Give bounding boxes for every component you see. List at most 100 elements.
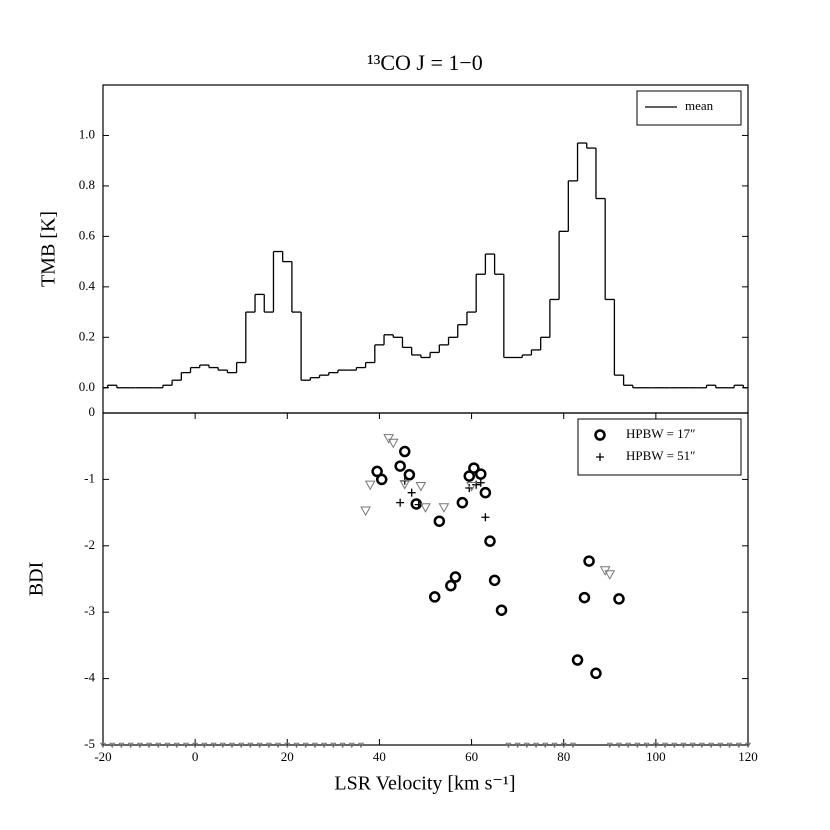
point: [403, 469, 416, 481]
y-tick-label: -2: [84, 537, 95, 552]
point: [293, 742, 300, 749]
point: [371, 465, 383, 478]
point: [735, 742, 742, 749]
point: [433, 515, 446, 527]
point: [127, 742, 134, 749]
point: [99, 742, 107, 749]
point: [569, 742, 576, 749]
point: [465, 484, 474, 493]
point: [708, 742, 715, 749]
y-tick-label: 0.4: [79, 278, 96, 293]
point: [481, 513, 490, 522]
y-tick-label: 0: [89, 404, 96, 419]
point: [463, 470, 476, 482]
point: [449, 571, 462, 583]
point: [643, 742, 650, 749]
point: [717, 742, 724, 749]
point: [339, 742, 346, 749]
point: [256, 742, 263, 749]
point: [484, 535, 496, 547]
point: [210, 742, 217, 749]
point: [182, 742, 189, 749]
x-tick-label: 20: [281, 749, 294, 764]
y-tick-label: -4: [84, 670, 95, 685]
point: [456, 496, 469, 509]
legend-box: [577, 418, 742, 476]
legend-label: mean: [685, 98, 714, 113]
legend-box: [636, 90, 742, 126]
y-axis-label: BDI: [26, 562, 48, 596]
point: [533, 742, 540, 749]
point: [698, 742, 705, 749]
plot-frame: [102, 84, 749, 414]
point: [479, 486, 492, 499]
point: [118, 742, 125, 749]
y-tick-label: -3: [84, 603, 95, 618]
y-tick-label: -1: [84, 470, 95, 485]
legend-swatch: [596, 453, 604, 461]
point: [330, 742, 337, 749]
point: [173, 742, 180, 749]
point: [560, 742, 567, 749]
y-tick-label: 1.0: [79, 126, 95, 141]
point: [375, 473, 388, 486]
point: [652, 742, 659, 749]
legend-swatch: [594, 429, 606, 441]
legend-label: HPBW = 17″: [626, 426, 696, 441]
point: [201, 742, 208, 749]
point: [383, 434, 394, 444]
point: [247, 742, 254, 749]
point: [476, 478, 485, 487]
point: [578, 591, 591, 604]
point: [571, 654, 584, 666]
point: [407, 488, 416, 497]
point: [265, 742, 272, 749]
point: [146, 742, 153, 749]
point: [155, 742, 162, 749]
point: [238, 742, 245, 749]
point: [399, 445, 411, 458]
point: [164, 742, 171, 749]
y-tick-label: 0.0: [79, 379, 95, 394]
point: [438, 503, 450, 513]
point: [466, 481, 477, 492]
x-tick-label: 120: [738, 749, 758, 764]
point: [542, 742, 549, 749]
legend-label: HPBW = 51″: [626, 448, 696, 463]
y-axis-label: TMB [K]: [38, 211, 60, 287]
point: [284, 742, 291, 749]
point: [495, 604, 508, 616]
chart-title: ¹³CO J = 1−0: [367, 50, 483, 75]
y-tick-label: 0.8: [79, 177, 95, 192]
point: [468, 462, 480, 474]
point: [357, 742, 365, 749]
point: [219, 742, 226, 749]
point: [514, 742, 521, 749]
point: [505, 742, 512, 749]
point: [192, 742, 199, 749]
point: [428, 591, 441, 603]
point: [420, 503, 431, 513]
point: [302, 742, 309, 749]
point: [671, 742, 678, 749]
point: [109, 742, 116, 749]
point: [523, 742, 530, 749]
point: [625, 742, 632, 749]
point: [275, 742, 282, 749]
point: [662, 742, 669, 749]
point: [387, 438, 399, 449]
point: [445, 579, 457, 592]
point: [615, 742, 623, 749]
point: [410, 498, 423, 510]
point: [311, 742, 318, 749]
point: [475, 468, 487, 480]
x-tick-label: 0: [192, 749, 199, 764]
x-tick-label: -20: [94, 749, 111, 764]
y-tick-label: -5: [84, 736, 95, 751]
point: [394, 460, 406, 472]
point: [604, 570, 616, 580]
point: [360, 506, 371, 517]
point: [136, 742, 143, 749]
point: [726, 742, 733, 749]
point: [415, 481, 427, 492]
